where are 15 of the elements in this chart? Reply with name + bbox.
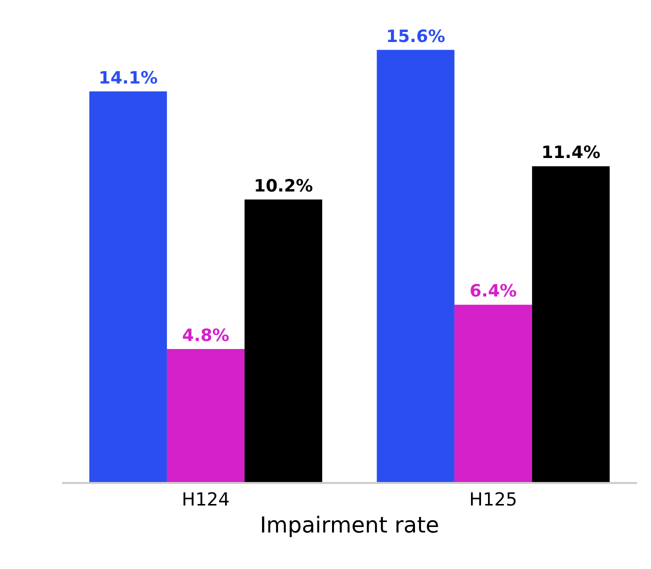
bar — [166, 349, 245, 482]
data-label: 6.4% — [470, 282, 517, 302]
bar — [532, 166, 610, 482]
bar — [89, 91, 167, 482]
data-label: 10.2% — [254, 176, 313, 196]
bar — [244, 199, 322, 482]
data-label: 14.1% — [98, 68, 158, 88]
bar — [454, 304, 532, 482]
x-axis-title: Impairment rate — [260, 514, 440, 539]
x-tick-label: H125 — [469, 489, 518, 510]
data-label: 4.8% — [182, 326, 230, 346]
bar — [376, 50, 454, 482]
x-tick-label: H124 — [182, 489, 230, 510]
data-label: 15.6% — [386, 26, 446, 47]
data-label: 11.4% — [541, 143, 600, 164]
